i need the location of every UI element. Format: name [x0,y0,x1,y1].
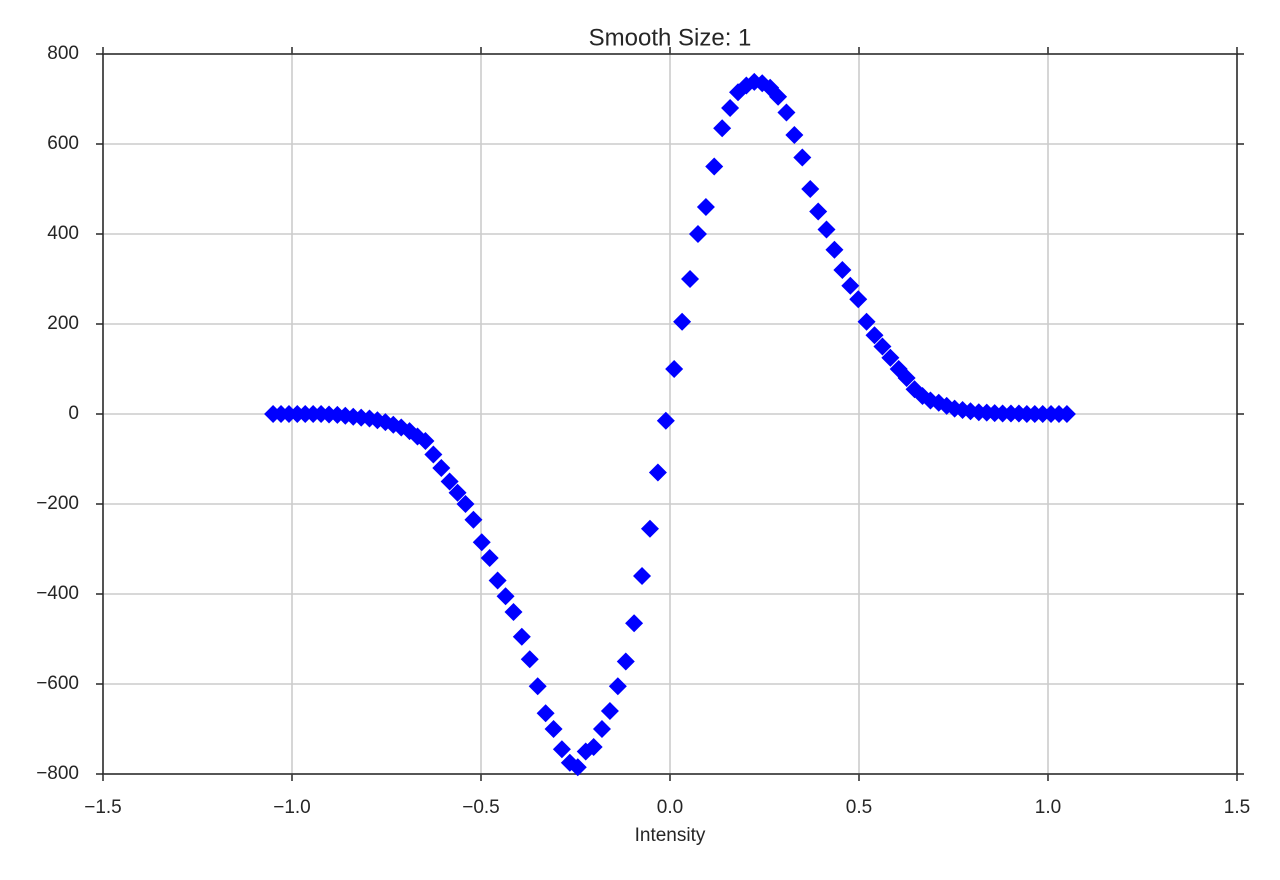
y-tick-label: 200 [47,313,79,334]
marker [504,603,523,621]
marker [448,483,467,502]
marker [897,369,916,387]
marker [568,758,587,777]
x-tick-label: −1.5 [84,797,122,818]
chart-title: Smooth Size: 1 [589,24,752,51]
marker [472,533,491,552]
marker [640,519,659,538]
marker [625,614,644,633]
marker [801,180,820,198]
marker [696,198,715,216]
marker [777,103,796,122]
marker [681,270,700,288]
marker [592,720,611,738]
marker [865,326,884,345]
marker [416,432,435,450]
marker [633,567,652,585]
x-tick-label: 0.0 [657,797,683,818]
marker [665,360,684,378]
marker [721,99,740,117]
marker [849,290,868,309]
marker [881,348,900,367]
x-axis-label: Intensity [635,825,706,846]
marker [480,549,499,567]
marker [793,148,812,167]
marker [456,495,475,513]
marker [464,510,483,529]
marker [825,240,844,259]
x-tick-label: 0.5 [846,797,872,818]
marker [841,276,860,295]
marker [873,337,892,356]
marker [833,261,852,279]
marker [424,445,443,464]
marker [817,220,836,239]
marker [1057,405,1076,423]
marker [648,463,667,482]
marker [769,87,788,106]
marker [496,587,515,606]
y-tick-label: −800 [36,763,79,784]
marker [705,157,724,176]
marker [600,702,619,720]
marker [536,704,555,723]
x-tick-label: 1.0 [1035,797,1061,818]
marker [584,738,603,756]
y-tick-label: −400 [36,583,79,604]
marker [688,225,707,243]
marker [673,312,692,331]
x-tick-label: 1.5 [1224,797,1250,818]
marker [528,677,547,696]
y-tick-label: 800 [47,43,79,64]
marker [713,119,732,138]
marker [432,459,451,477]
marker [440,472,459,491]
y-tick-label: 0 [68,403,79,424]
marker [512,627,531,646]
marker [809,202,828,221]
marker [488,571,507,590]
marker [616,652,635,671]
marker [520,650,539,669]
marker [857,312,876,331]
y-tick-label: 400 [47,223,79,244]
y-tick-label: −200 [36,493,79,514]
plot-frame [102,53,1238,775]
marker [785,126,804,144]
marker [608,677,627,696]
x-tick-label: −1.0 [273,797,311,818]
marker [544,720,563,738]
y-tick-label: −600 [36,673,79,694]
y-tick-label: 600 [47,133,79,154]
marker [552,740,571,759]
x-tick-label: −0.5 [462,797,500,818]
marker [656,411,675,430]
